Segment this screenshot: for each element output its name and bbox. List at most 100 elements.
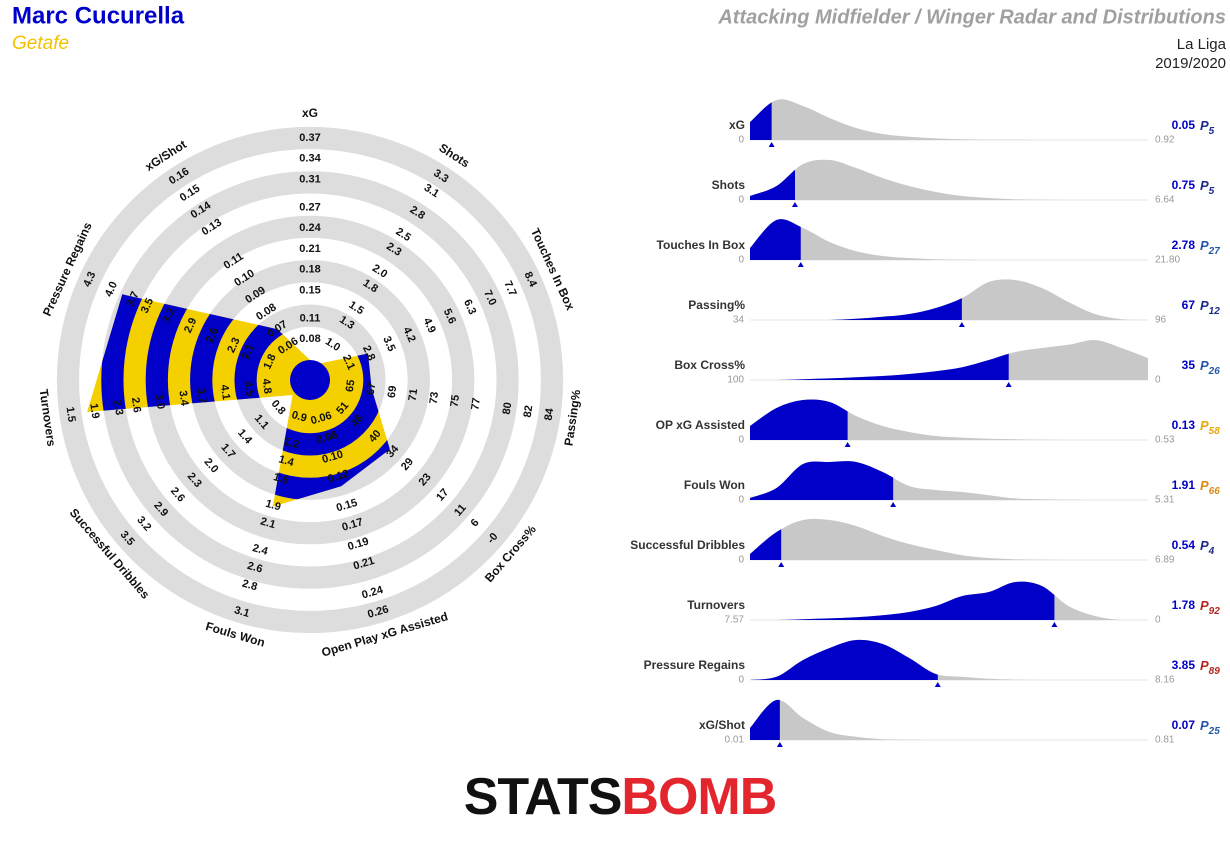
- percentile-value: 4: [1208, 546, 1215, 557]
- radar-tick-label: 77: [469, 397, 483, 411]
- radar-tick-label: 2.3: [225, 336, 242, 355]
- chart-title: Attacking Midfielder / Winger Radar and …: [717, 6, 1226, 28]
- percentile-value: 25: [1208, 726, 1221, 737]
- radar-tick-label: 4.9: [421, 316, 438, 335]
- percentile-prefix: P: [1200, 598, 1209, 613]
- dist-area: [750, 339, 1148, 380]
- radar-tick-label: 84: [543, 407, 557, 422]
- dist-area: [750, 699, 1148, 740]
- dist-min-label: 0: [738, 255, 744, 266]
- dist-min-label: 0: [738, 555, 744, 566]
- percentile-prefix: P: [1200, 658, 1209, 673]
- percentile-value: 92: [1209, 606, 1221, 617]
- percentile-value: 5: [1209, 126, 1215, 137]
- dist-max-label: 0.53: [1155, 435, 1175, 446]
- dist-marker: [934, 682, 941, 687]
- dist-label: Touches In Box: [657, 238, 746, 252]
- dist-percentile: P5: [1200, 178, 1215, 196]
- dist-min-label: 0.01: [725, 735, 745, 746]
- radar-tick-label: 3.5: [139, 296, 156, 315]
- dist-max-label: 0.81: [1155, 735, 1175, 746]
- dist-marker: [1051, 622, 1058, 627]
- radar-tick-label: 2.6: [129, 397, 143, 414]
- percentile-value: 26: [1208, 366, 1221, 377]
- radar-tick-label: 0.06: [309, 410, 333, 428]
- radar-tick-label: 0.37: [299, 132, 320, 144]
- dist-player-area: [750, 581, 1055, 620]
- dist-marker: [890, 502, 897, 507]
- radar-tick-label: 0.15: [299, 285, 320, 297]
- radar-tick-label: 69: [386, 385, 400, 399]
- dist-min-label: 34: [733, 315, 745, 326]
- radar-tick-label: 2.9: [182, 316, 199, 335]
- radar-tick-label: 4.2: [400, 325, 417, 344]
- radar-tick-label: 0.31: [299, 174, 320, 186]
- dist-marker: [768, 142, 775, 147]
- radar-tick-label: 5.6: [441, 307, 458, 326]
- dist-max-label: 6.64: [1155, 195, 1175, 206]
- radar-tick-label: 1.5: [64, 406, 78, 423]
- dist-value: 67: [1182, 298, 1196, 312]
- dist-area: [750, 99, 1148, 140]
- league: La Liga: [1177, 36, 1227, 53]
- dist-max-label: 96: [1155, 315, 1167, 326]
- radar-tick-label: 4.1: [218, 384, 232, 401]
- dist-value: 0.05: [1172, 118, 1196, 132]
- logo: STATSBOMB: [464, 768, 777, 826]
- percentile-prefix: P: [1200, 298, 1209, 313]
- dist-percentile: P66: [1200, 478, 1220, 496]
- dist-max-label: 0: [1155, 615, 1161, 626]
- radar-tick-label: 6.3: [461, 298, 478, 317]
- dist-min-label: 0: [738, 195, 744, 206]
- radar-tick-label: 1.6: [272, 471, 290, 487]
- radar-tick-label: 2.1: [340, 353, 357, 372]
- radar-tick-label: 4.3: [81, 270, 98, 289]
- team-name: Getafe: [12, 33, 69, 54]
- radar-tick-label: 1.2: [282, 436, 300, 452]
- percentile-prefix: P: [1200, 358, 1209, 373]
- radar-tick-label: 0.21: [299, 243, 320, 255]
- radar-tick-label: 75: [448, 394, 462, 408]
- radar-tick-label: 0.26: [366, 603, 390, 621]
- radar-tick-label: 0.19: [346, 536, 370, 554]
- dist-player-area: [750, 529, 782, 560]
- percentile-prefix: P: [1200, 178, 1209, 193]
- radar-tick-label: 0.34: [299, 153, 321, 165]
- dist-area: [750, 399, 1148, 440]
- dist-min-label: 0: [738, 135, 744, 146]
- dist-min-label: 0: [738, 435, 744, 446]
- radar-tick-label: 71: [407, 388, 421, 402]
- radar-tick-label: 3.2: [160, 306, 177, 325]
- percentile-value: 27: [1208, 246, 1221, 257]
- radar-tick-label: 7.0: [481, 288, 498, 307]
- dist-player-area: [750, 219, 801, 260]
- logo-left: STATS: [464, 768, 622, 826]
- dist-marker: [958, 322, 965, 327]
- dist-label: OP xG Assisted: [656, 418, 745, 432]
- radar-tick-label: 3.1: [233, 604, 251, 620]
- dist-min-label: 0: [738, 675, 744, 686]
- percentile-value: 58: [1209, 426, 1221, 437]
- dist-player-area: [750, 461, 894, 500]
- dist-player-area: [750, 399, 848, 440]
- dist-percentile: P26: [1200, 358, 1220, 376]
- dist-max-label: 6.89: [1155, 555, 1175, 566]
- radar-tick-label: 3.7: [124, 290, 141, 309]
- percentile-value: 89: [1209, 666, 1221, 677]
- dist-value: 0.13: [1172, 418, 1196, 432]
- radar-axis-label: xG: [302, 106, 318, 120]
- radar-tick-label: 2.8: [241, 578, 259, 594]
- dist-percentile: P27: [1200, 238, 1220, 256]
- dist-value: 1.78: [1172, 598, 1196, 612]
- radar-tick-label: 7.7: [501, 279, 518, 298]
- dist-label: Successful Dribbles: [630, 538, 745, 552]
- dist-player-area: [750, 639, 938, 680]
- dist-value: 0.07: [1172, 718, 1196, 732]
- dist-label: Shots: [712, 178, 746, 192]
- dist-percentile: P89: [1200, 658, 1220, 676]
- dist-max-label: 21.80: [1155, 255, 1180, 266]
- dist-value: 0.75: [1172, 178, 1196, 192]
- radar-tick-label: 0.15: [335, 497, 359, 515]
- radar-tick-label: 1.9: [87, 403, 101, 420]
